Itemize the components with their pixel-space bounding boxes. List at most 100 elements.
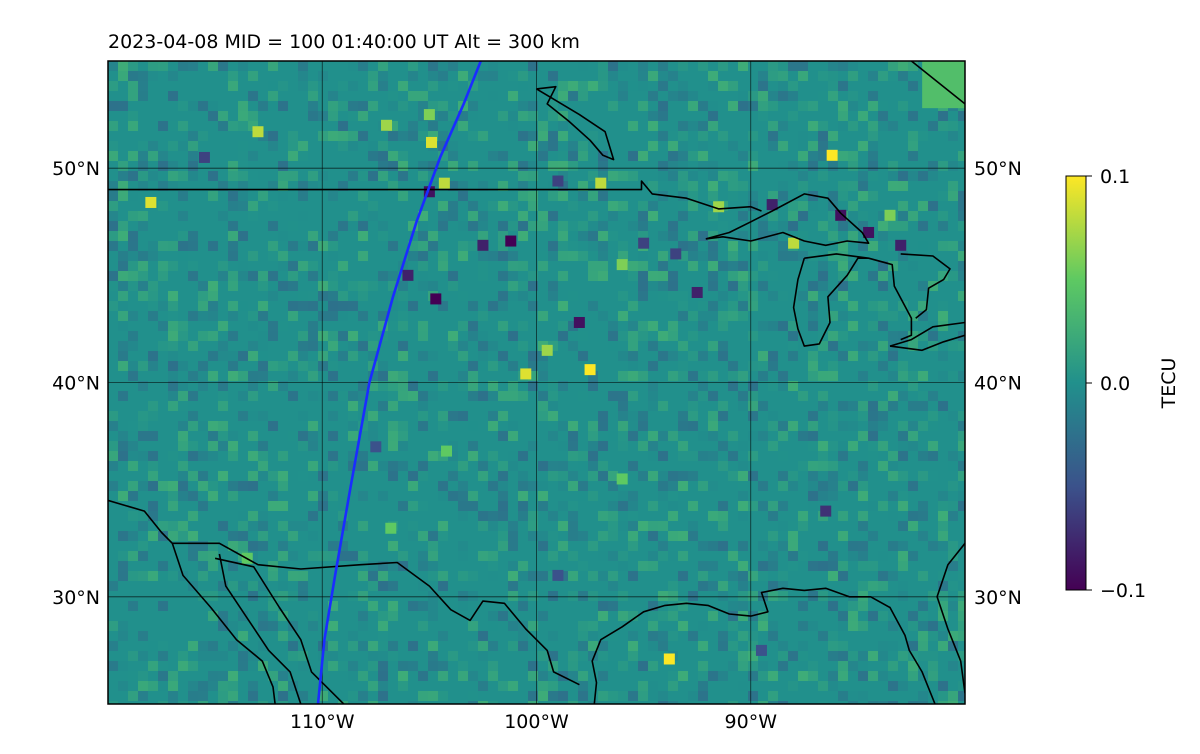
- noise-cell: [608, 101, 618, 111]
- noise-cell: [148, 251, 158, 261]
- noise-cell: [448, 61, 458, 71]
- noise-cell: [138, 521, 148, 531]
- noise-cell: [388, 541, 398, 551]
- noise-cell: [248, 151, 258, 161]
- noise-cell: [648, 601, 658, 611]
- noise-cell: [308, 551, 318, 561]
- noise-cell: [908, 341, 918, 351]
- noise-cell: [768, 591, 778, 601]
- noise-cell: [358, 221, 368, 231]
- noise-cell: [128, 61, 138, 71]
- noise-cell: [288, 651, 298, 661]
- noise-cell: [688, 531, 698, 541]
- noise-cell: [458, 541, 468, 551]
- noise-cell: [708, 371, 718, 381]
- noise-cell: [778, 471, 788, 481]
- noise-cell: [408, 301, 418, 311]
- noise-cell: [778, 581, 788, 591]
- noise-cell: [248, 411, 258, 421]
- noise-cell: [558, 91, 568, 101]
- noise-cell: [548, 651, 558, 661]
- noise-cell: [778, 121, 788, 131]
- noise-cell: [188, 311, 198, 321]
- noise-cell: [938, 121, 948, 131]
- noise-cell: [908, 701, 918, 704]
- noise-cell: [458, 461, 468, 471]
- noise-cell: [248, 591, 258, 601]
- noise-cell: [348, 551, 358, 561]
- noise-cell: [448, 341, 458, 351]
- noise-cell: [398, 551, 408, 561]
- noise-cell: [518, 391, 528, 401]
- noise-cell: [288, 571, 298, 581]
- noise-cell: [368, 411, 378, 421]
- noise-cell: [708, 411, 718, 421]
- noise-cell: [688, 231, 698, 241]
- noise-cell: [688, 471, 698, 481]
- noise-cell: [858, 661, 868, 671]
- noise-cell: [368, 501, 378, 511]
- noise-cell: [688, 401, 698, 411]
- noise-cell: [218, 381, 228, 391]
- noise-cell: [348, 221, 358, 231]
- noise-cell: [938, 631, 948, 641]
- noise-cell: [168, 181, 178, 191]
- noise-cell: [168, 261, 178, 271]
- noise-cell: [528, 201, 538, 211]
- noise-cell: [118, 191, 128, 201]
- noise-cell: [728, 601, 738, 611]
- noise-cell: [138, 451, 148, 461]
- noise-cell: [148, 661, 158, 671]
- noise-cell: [588, 591, 598, 601]
- noise-cell: [888, 181, 898, 191]
- noise-cell: [338, 261, 348, 271]
- noise-cell: [808, 501, 818, 511]
- noise-cell: [948, 371, 958, 381]
- noise-cell: [498, 511, 508, 521]
- noise-cell: [728, 261, 738, 271]
- noise-cell: [798, 671, 808, 681]
- noise-cell: [288, 371, 298, 381]
- noise-cell: [148, 411, 158, 421]
- noise-cell: [128, 281, 138, 291]
- noise-cell: [378, 311, 388, 321]
- noise-cell: [588, 261, 598, 271]
- noise-cell: [438, 381, 448, 391]
- noise-cell: [578, 91, 588, 101]
- noise-cell: [818, 271, 828, 281]
- noise-cell: [378, 651, 388, 661]
- noise-cell: [258, 341, 268, 351]
- noise-cell: [158, 681, 168, 691]
- noise-cell: [478, 271, 488, 281]
- noise-cell: [258, 701, 268, 704]
- noise-cell: [748, 201, 758, 211]
- noise-cell: [518, 481, 528, 491]
- noise-cell: [478, 701, 488, 704]
- noise-cell: [348, 641, 358, 651]
- noise-cell: [148, 351, 158, 361]
- noise-cell: [318, 111, 328, 121]
- noise-cell: [788, 221, 798, 231]
- noise-cell: [388, 431, 398, 441]
- noise-cell: [458, 341, 468, 351]
- lat-tick-label-right: 40°N: [974, 373, 1022, 395]
- noise-cell: [628, 391, 638, 401]
- noise-cell: [938, 401, 948, 411]
- tec-anomaly-cell: [755, 644, 767, 656]
- noise-cell: [228, 171, 238, 181]
- noise-cell: [238, 521, 248, 531]
- noise-cell: [828, 191, 838, 201]
- noise-cell: [888, 681, 898, 691]
- noise-cell: [168, 171, 178, 181]
- noise-cell: [868, 101, 878, 111]
- noise-cell: [578, 591, 588, 601]
- noise-cell: [768, 561, 778, 571]
- noise-cell: [878, 701, 888, 704]
- noise-cell: [678, 241, 688, 251]
- noise-cell: [538, 351, 548, 361]
- noise-cell: [668, 71, 678, 81]
- noise-cell: [838, 181, 848, 191]
- noise-cell: [898, 471, 908, 481]
- noise-cell: [288, 641, 298, 651]
- noise-cell: [398, 681, 408, 691]
